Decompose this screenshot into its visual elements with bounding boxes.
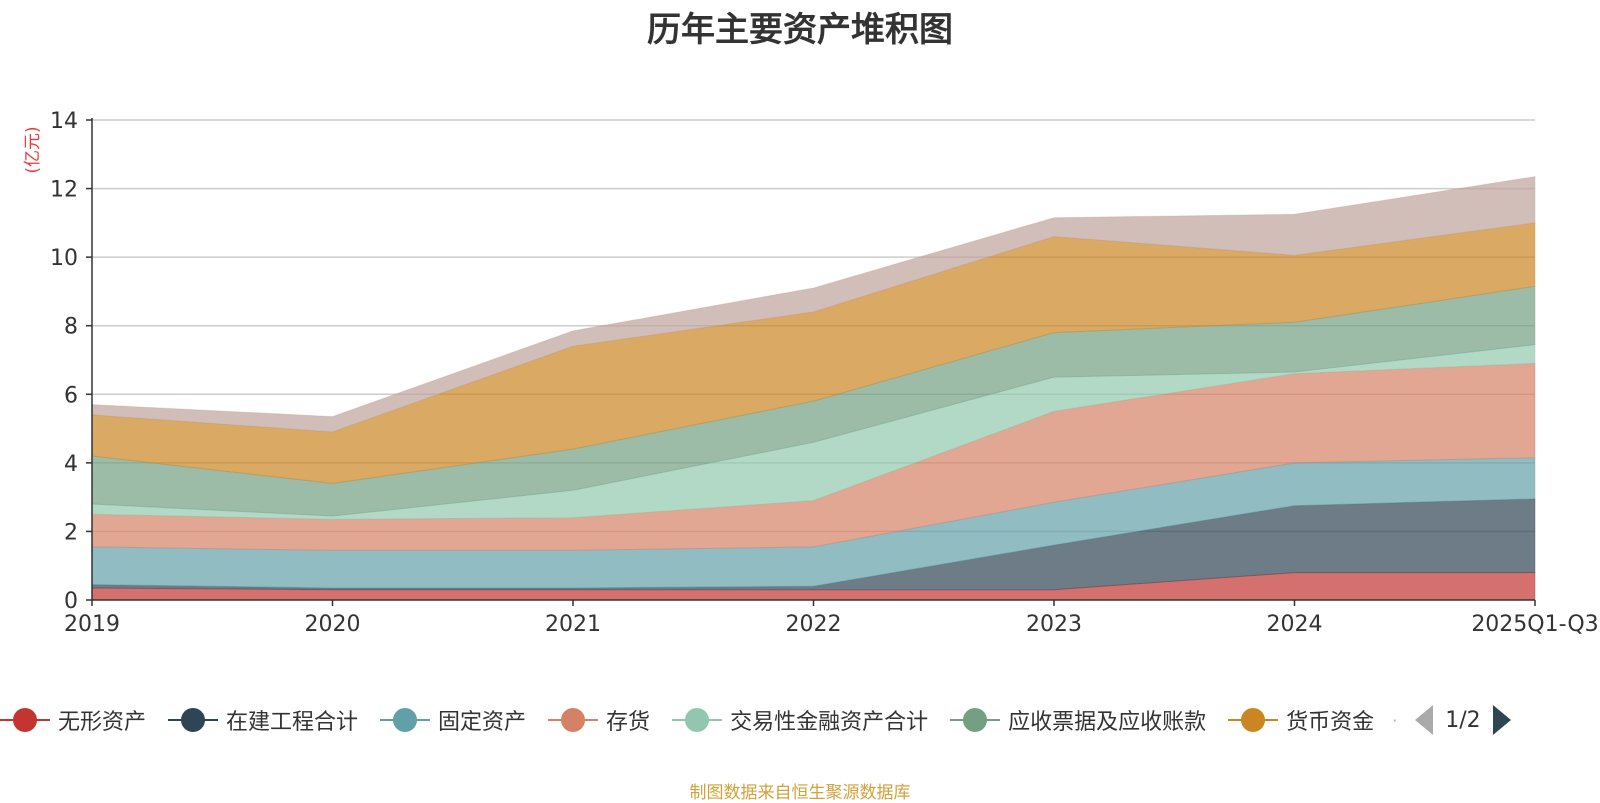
legend-marker-icon — [672, 707, 723, 733]
legend-label: 固定资产 — [438, 710, 527, 735]
legend-overflow-dot: · — [1392, 710, 1398, 730]
legend-marker-icon — [1228, 707, 1279, 733]
area-应收票据及应收账款[interactable] — [91, 285, 1536, 517]
y-tick-label: 10 — [50, 246, 78, 271]
y-axis-unit-label: (亿元) — [23, 126, 43, 173]
legend-item[interactable]: 交易性金融资产合计 — [672, 704, 928, 736]
y-tick-label: 0 — [64, 589, 78, 614]
legend-marker-icon — [548, 707, 599, 733]
y-tick-label: 6 — [64, 383, 78, 408]
legend-item[interactable]: 在建工程合计 — [168, 704, 358, 736]
y-tick-label: 14 — [50, 109, 78, 134]
x-tick-label: 2024 — [1267, 612, 1323, 637]
legend-item[interactable]: 无形资产 — [0, 704, 146, 736]
x-tick-label: 2023 — [1026, 612, 1082, 637]
legend-label: 存货 — [606, 710, 651, 735]
legend-next-page-icon[interactable] — [1492, 705, 1511, 735]
legend-label: 应收票据及应收账款 — [1008, 710, 1207, 735]
legend: 无形资产 在建工程合计 固定资产 存货 交易性金融资产合计 应收票据及应收账款 货币资金 · 1… — [0, 702, 1511, 738]
legend-prev-page-icon[interactable] — [1415, 705, 1434, 735]
legend-label: 货币资金 — [1286, 710, 1375, 735]
legend-label: 交易性金融资产合计 — [730, 710, 929, 735]
legend-marker-icon — [380, 707, 431, 733]
area-在建工程合计[interactable] — [91, 498, 1536, 591]
x-tick-label: 2021 — [545, 612, 601, 637]
y-tick-label: 2 — [64, 520, 78, 545]
legend-pager: 1/2 — [1415, 705, 1511, 735]
axes: 0 2 4 6 8 10 12 14 2019 2020 2021 2022 2023 2024 2025Q… — [23, 109, 1599, 637]
stacked-area-chart: 0 2 4 6 8 10 12 14 2019 2020 2021 2022 2023 2024 2025Q… — [23, 109, 1599, 637]
area-series — [91, 176, 1536, 601]
x-tick-label: 2019 — [64, 612, 120, 637]
legend-item[interactable]: 存货 — [548, 704, 650, 736]
y-tick-label: 8 — [64, 315, 78, 340]
legend-item[interactable]: 货币资金 — [1228, 704, 1374, 736]
area-货币资金[interactable] — [91, 222, 1536, 484]
area-其他[interactable] — [91, 176, 1536, 433]
chart-title: 历年主要资产堆积图 — [647, 10, 953, 50]
legend-item[interactable]: 应收票据及应收账款 — [950, 704, 1206, 736]
legend-marker-icon — [0, 707, 50, 733]
legend-marker-icon — [168, 707, 219, 733]
legend-item[interactable]: 固定资产 — [380, 704, 526, 736]
source-note: 制图数据来自恒生聚源数据库 — [689, 783, 911, 803]
area-固定资产[interactable] — [91, 457, 1536, 589]
legend-label: 在建工程合计 — [226, 710, 359, 735]
area-交易性金融资产合计[interactable] — [91, 344, 1536, 520]
legend-label: 无形资产 — [58, 710, 147, 735]
x-tick-label: 2022 — [786, 612, 842, 637]
x-tick-label: 2025Q1-Q3 — [1471, 612, 1598, 637]
x-tick-label: 2020 — [305, 612, 361, 637]
legend-page-indicator: 1/2 — [1445, 707, 1481, 733]
y-tick-label: 4 — [64, 452, 78, 477]
legend-marker-icon — [950, 707, 1001, 733]
y-tick-label: 12 — [50, 178, 78, 203]
